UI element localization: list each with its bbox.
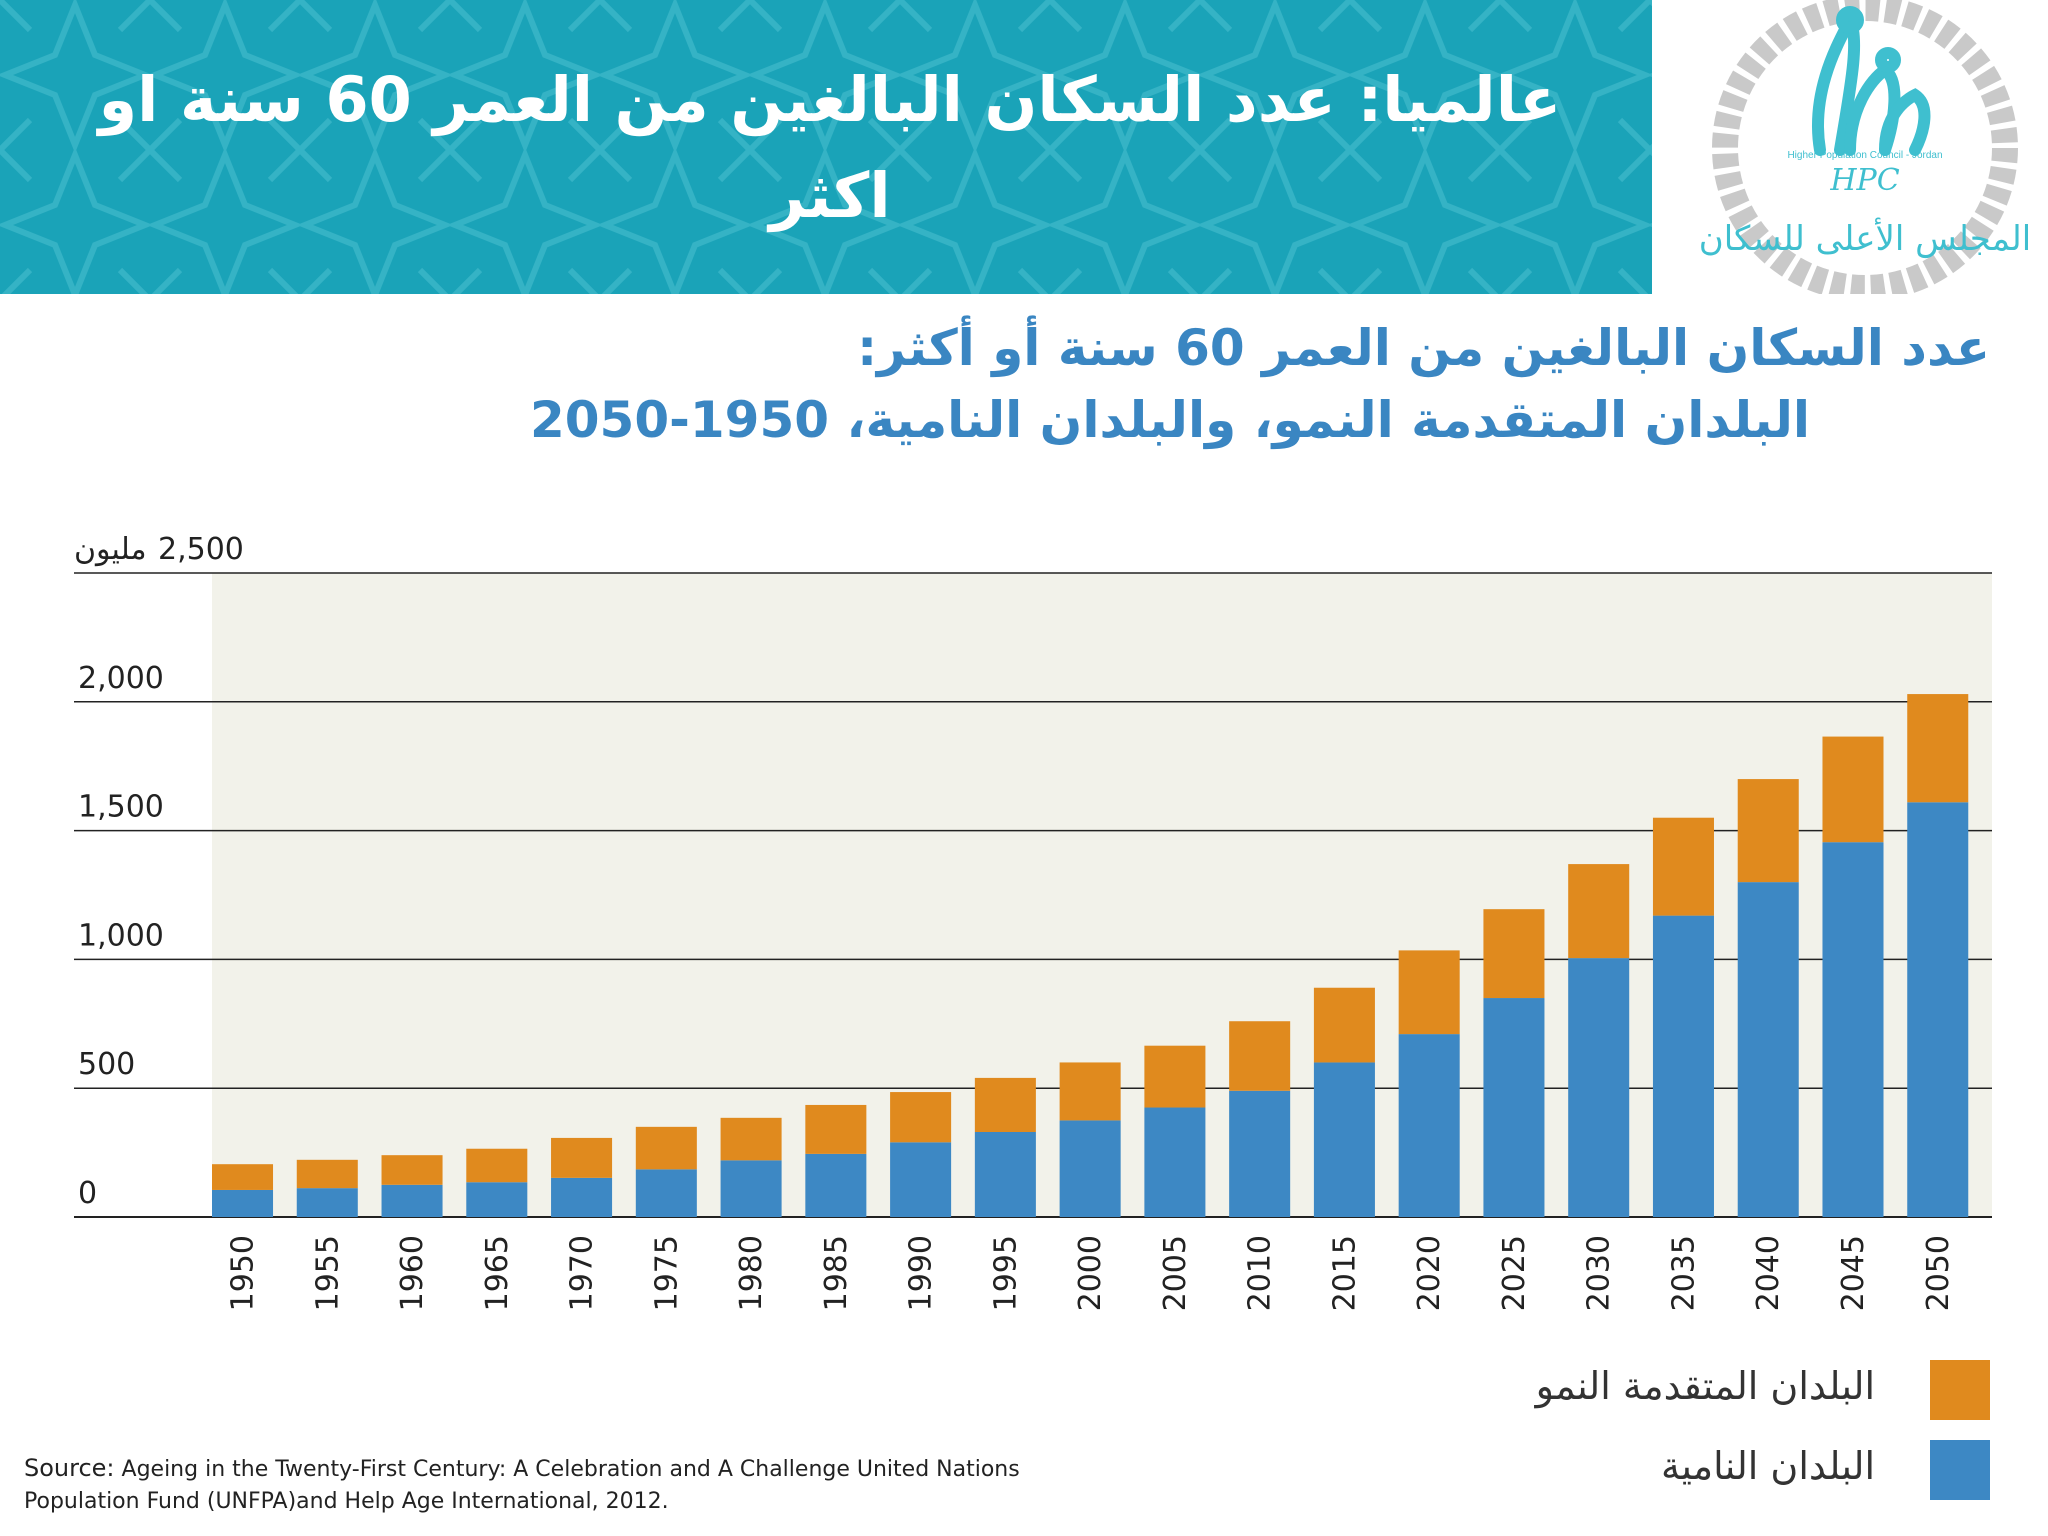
- x-tick-label: 2045: [1836, 1235, 1871, 1311]
- x-tick-label: 2015: [1327, 1235, 1362, 1311]
- logo-english-text: Higher Population Council - Jordan: [1787, 150, 1942, 161]
- stacked-bar-chart: 0 500 1,000 1,500 2,000 2,500 1950 1955 1960 196…: [74, 532, 1992, 1311]
- x-tick-label: 1995: [988, 1235, 1023, 1311]
- chart-title-line1: عدد السكان البالغين من العمر 60 سنة أو أ…: [857, 319, 1990, 377]
- x-tick-label: 2000: [1073, 1235, 1108, 1311]
- bar-developed: [466, 1148, 528, 1183]
- bar-developed: [1483, 909, 1545, 999]
- bar-developed: [720, 1117, 782, 1161]
- bar-developed: [296, 1159, 358, 1189]
- bar-developing: [974, 1131, 1036, 1217]
- bar-developed: [381, 1155, 443, 1185]
- bars: [212, 694, 1969, 1217]
- bar-developing: [1652, 915, 1714, 1217]
- y-axis-ticks: 0 500 1,000 1,500 2,000 2,500: [78, 532, 244, 1211]
- bar-developed: [1568, 864, 1630, 959]
- legend-swatch-developed: [1930, 1360, 1990, 1420]
- x-axis-ticks: 1950 1955 1960 1965 1970 1975 1980 1985 1990 1995…: [226, 1235, 1956, 1311]
- y-tick-label: 500: [78, 1047, 135, 1082]
- bar-developing: [1907, 802, 1969, 1217]
- title-banner: عالميا: عدد السكان البالغين من العمر 60 …: [0, 0, 1652, 294]
- bar-developing: [720, 1160, 782, 1217]
- x-tick-label: 2040: [1751, 1235, 1786, 1311]
- hpc-logo: Higher Population Council - Jordan HPC ا…: [1699, 0, 2031, 301]
- legend-item-developed: البلدان المتقدمة النمو: [1500, 1360, 1990, 1420]
- bar-developing: [381, 1184, 443, 1217]
- y-tick-label: 2,500: [158, 532, 244, 567]
- banner-pattern: [0, 0, 1652, 294]
- x-tick-label: 2005: [1158, 1235, 1193, 1311]
- bar-developed: [1144, 1045, 1206, 1108]
- bar-developed: [551, 1137, 613, 1178]
- bar-developed: [1398, 950, 1460, 1035]
- bar-developed: [1737, 779, 1799, 883]
- bar-developed: [1822, 736, 1884, 843]
- x-tick-label: 1965: [480, 1235, 515, 1311]
- bar-developing: [551, 1177, 613, 1217]
- bar-developing: [890, 1142, 952, 1217]
- bar-developing: [1483, 998, 1545, 1217]
- bar-developed: [890, 1092, 952, 1143]
- chart-title: عدد السكان البالغين من العمر 60 سنة أو أ…: [360, 312, 1990, 456]
- bar-developing: [296, 1188, 358, 1217]
- source-citation: Source: Ageing in the Twenty-First Centu…: [24, 1452, 1084, 1518]
- x-tick-label: 1950: [226, 1235, 261, 1311]
- x-tick-label: 2030: [1582, 1235, 1617, 1311]
- bar-developed: [1229, 1021, 1291, 1091]
- y-tick-label: 1,000: [78, 918, 164, 953]
- x-tick-label: 2050: [1921, 1235, 1956, 1311]
- y-tick-label: 1,500: [78, 790, 164, 825]
- x-tick-label: 1985: [819, 1235, 854, 1311]
- source-text: Ageing in the Twenty-First Century: A Ce…: [24, 1457, 1020, 1514]
- y-unit-label: مليون: [74, 532, 147, 567]
- bar-developing: [1398, 1034, 1460, 1217]
- x-tick-label: 1980: [734, 1235, 769, 1311]
- source-label: Source:: [24, 1454, 115, 1482]
- chart-title-line2: البلدان المتقدمة النمو، والبلدان النامية…: [529, 391, 1810, 449]
- hpc-logo-graphic: Higher Population Council - Jordan HPC ا…: [1699, 0, 2031, 301]
- bar-developing: [635, 1169, 697, 1217]
- bar-developing: [1144, 1107, 1206, 1217]
- legend: البلدان المتقدمة النمو البلدان النامية: [1500, 1360, 1990, 1510]
- x-tick-label: 1990: [904, 1235, 939, 1311]
- x-tick-label: 1960: [395, 1235, 430, 1311]
- bar-developing: [1822, 842, 1884, 1217]
- bar-developing: [466, 1182, 528, 1217]
- slide-title: عالميا: عدد السكان البالغين من العمر 60 …: [98, 63, 1562, 232]
- bar-developing: [1059, 1120, 1121, 1217]
- bar-developed: [805, 1104, 867, 1154]
- logo-arabic-text: المجلس الأعلى للسكان: [1700, 217, 2030, 259]
- x-tick-label: 1975: [649, 1235, 684, 1311]
- x-tick-label: 2010: [1243, 1235, 1278, 1311]
- y-tick-label: 2,000: [78, 661, 164, 696]
- legend-item-developing: البلدان النامية: [1500, 1440, 1990, 1500]
- y-tick-label: 0: [78, 1176, 97, 1211]
- bar-developing: [1229, 1090, 1291, 1217]
- bar-developed: [635, 1126, 697, 1170]
- legend-label-developing: البلدان النامية: [1660, 1444, 1875, 1488]
- x-tick-label: 1955: [310, 1235, 345, 1311]
- bar-developed: [1313, 987, 1375, 1063]
- bar-developing: [212, 1189, 274, 1217]
- bar-developing: [1568, 958, 1630, 1217]
- bar-developing: [805, 1153, 867, 1217]
- bar-developing: [1313, 1062, 1375, 1217]
- bar-developed: [1652, 817, 1714, 916]
- x-tick-label: 2020: [1412, 1235, 1447, 1311]
- x-tick-label: 2035: [1666, 1235, 1701, 1311]
- logo-abbreviation: HPC: [1829, 163, 1899, 198]
- legend-swatch-developing: [1930, 1440, 1990, 1500]
- bar-developed: [974, 1077, 1036, 1132]
- legend-label-developed: البلدان المتقدمة النمو: [1535, 1364, 1875, 1408]
- bar-developing: [1737, 882, 1799, 1217]
- bar-developed: [1059, 1062, 1121, 1121]
- bar-developed: [1907, 694, 1969, 803]
- x-tick-label: 1970: [565, 1235, 600, 1311]
- bar-developed: [212, 1164, 274, 1190]
- x-tick-label: 2025: [1497, 1235, 1532, 1311]
